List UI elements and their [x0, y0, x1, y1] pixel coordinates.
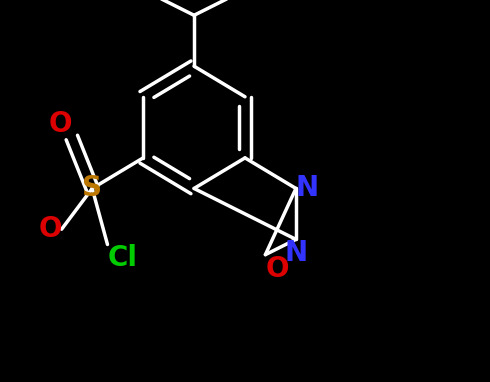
Text: Cl: Cl	[107, 244, 138, 272]
Text: N: N	[284, 240, 308, 267]
Text: N: N	[296, 175, 319, 202]
Text: O: O	[266, 255, 289, 283]
Text: O: O	[38, 215, 62, 243]
Text: S: S	[82, 175, 102, 202]
Text: O: O	[49, 110, 72, 138]
